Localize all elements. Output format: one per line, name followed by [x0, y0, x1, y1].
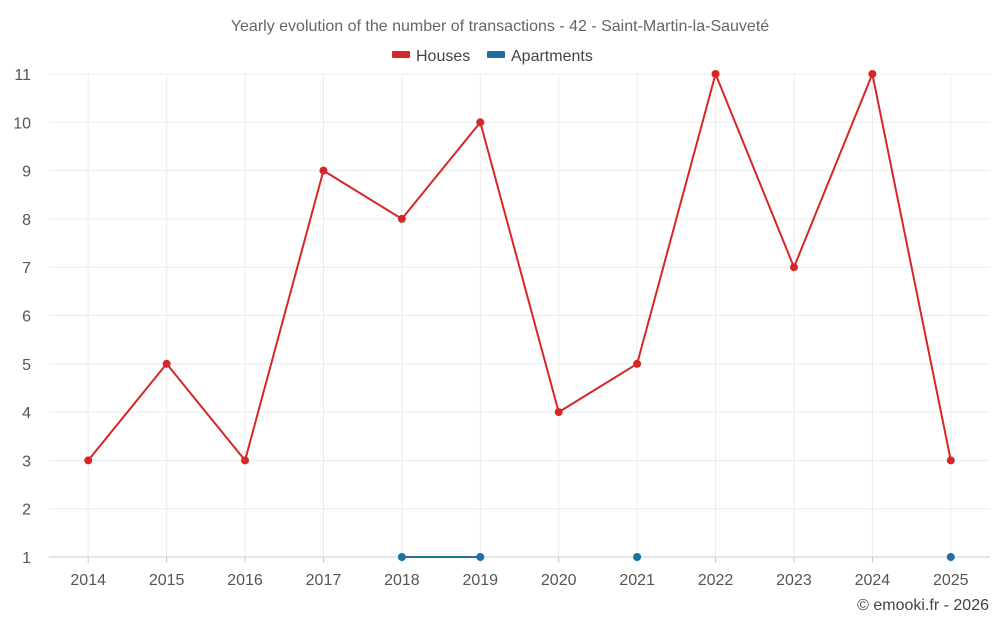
credit-text: © emooki.fr - 2026 [857, 597, 989, 614]
legend-label-apartments: Apartments [511, 48, 593, 65]
data-point-houses[interactable] [84, 456, 93, 465]
x-tick-label: 2021 [619, 572, 655, 589]
data-point-houses[interactable] [946, 456, 955, 465]
series-lines [87, 73, 952, 558]
x-axis: 2014 2015 2016 2017 2018 2019 2020 2021 2022 2023… [49, 556, 990, 589]
chart-title: Yearly evolution of the number of transa… [231, 18, 769, 35]
x-tick-label: 2020 [541, 572, 577, 589]
y-tick-label: 1 [22, 550, 31, 567]
data-point-houses[interactable] [868, 70, 877, 78]
legend-item-apartments[interactable]: Apartments [487, 48, 593, 65]
y-tick-label: 7 [22, 260, 31, 277]
data-point-apartments[interactable] [633, 553, 642, 561]
x-tick-label: 2022 [698, 572, 734, 589]
y-tick-label: 10 [13, 115, 31, 132]
y-tick-label: 4 [22, 405, 31, 422]
legend-item-houses[interactable]: Houses [392, 48, 470, 65]
x-tick-label: 2015 [149, 572, 185, 589]
x-tick-label: 2024 [855, 572, 891, 589]
y-tick-label: 8 [22, 212, 31, 229]
data-point-houses[interactable] [711, 70, 720, 78]
data-point-apartments[interactable] [476, 553, 485, 561]
x-tick-label: 2018 [384, 572, 420, 589]
y-tick-label: 6 [22, 309, 31, 326]
y-tick-label: 2 [22, 502, 31, 519]
data-point-apartments[interactable] [946, 553, 955, 561]
data-point-houses[interactable] [633, 359, 642, 368]
y-axis: 1 2 3 4 5 6 7 8 9 10 11 [13, 67, 31, 567]
x-tick-label: 2023 [776, 572, 812, 589]
legend: Houses Apartments [392, 48, 593, 65]
data-point-apartments[interactable] [397, 553, 406, 561]
series-line-houses [87, 73, 952, 462]
data-point-houses[interactable] [554, 408, 563, 417]
x-tick-label: 2017 [306, 572, 342, 589]
legend-swatch-apartments [487, 51, 505, 58]
y-tick-label: 5 [22, 357, 31, 374]
data-point-houses[interactable] [397, 214, 406, 223]
y-tick-label: 11 [14, 67, 31, 84]
y-tick-label: 9 [22, 164, 31, 181]
data-point-houses[interactable] [319, 166, 328, 175]
data-point-houses[interactable] [789, 263, 798, 272]
grid [49, 73, 990, 557]
data-point-houses[interactable] [241, 456, 250, 465]
legend-label-houses: Houses [416, 48, 470, 65]
x-tick-label: 2025 [933, 572, 969, 589]
y-tick-label: 3 [22, 453, 31, 470]
data-point-houses[interactable] [162, 359, 171, 368]
x-tick-label: 2014 [70, 572, 106, 589]
series-points [84, 70, 955, 561]
x-tick-label: 2019 [462, 572, 498, 589]
data-point-houses[interactable] [476, 118, 485, 127]
legend-swatch-houses [392, 51, 410, 58]
x-tick-label: 2016 [227, 572, 263, 589]
